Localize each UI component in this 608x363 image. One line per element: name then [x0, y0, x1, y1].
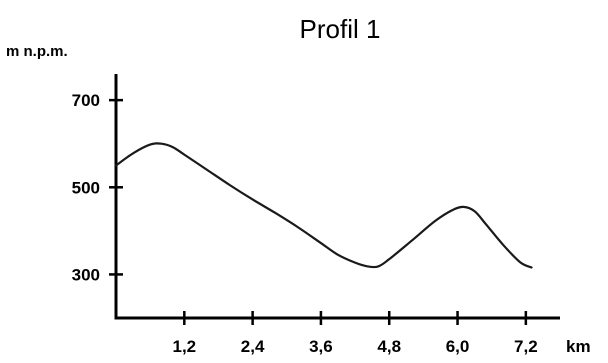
elevation-profile-line [114, 142, 533, 269]
chart-title: Profil 1 [300, 14, 381, 44]
x-tick-label: 3,6 [309, 337, 333, 356]
y-axis-label: m n.p.m. [6, 43, 68, 60]
x-tick-label: 1,2 [172, 337, 196, 356]
series-group [114, 142, 533, 269]
x-tick-label: 7,2 [514, 337, 538, 356]
axis-ticks: 300 500 700 1,2 2,4 3,6 4,8 6,0 7,2 [72, 91, 538, 356]
x-tick-label: 6,0 [446, 337, 470, 356]
axes [114, 74, 560, 320]
y-tick-label: 700 [72, 91, 100, 110]
y-tick-label: 500 [72, 178, 100, 197]
x-axis-unit-label: km [566, 337, 591, 356]
y-tick-label: 300 [72, 265, 100, 284]
x-tick-label: 2,4 [241, 337, 265, 356]
x-tick-label: 4,8 [377, 337, 401, 356]
